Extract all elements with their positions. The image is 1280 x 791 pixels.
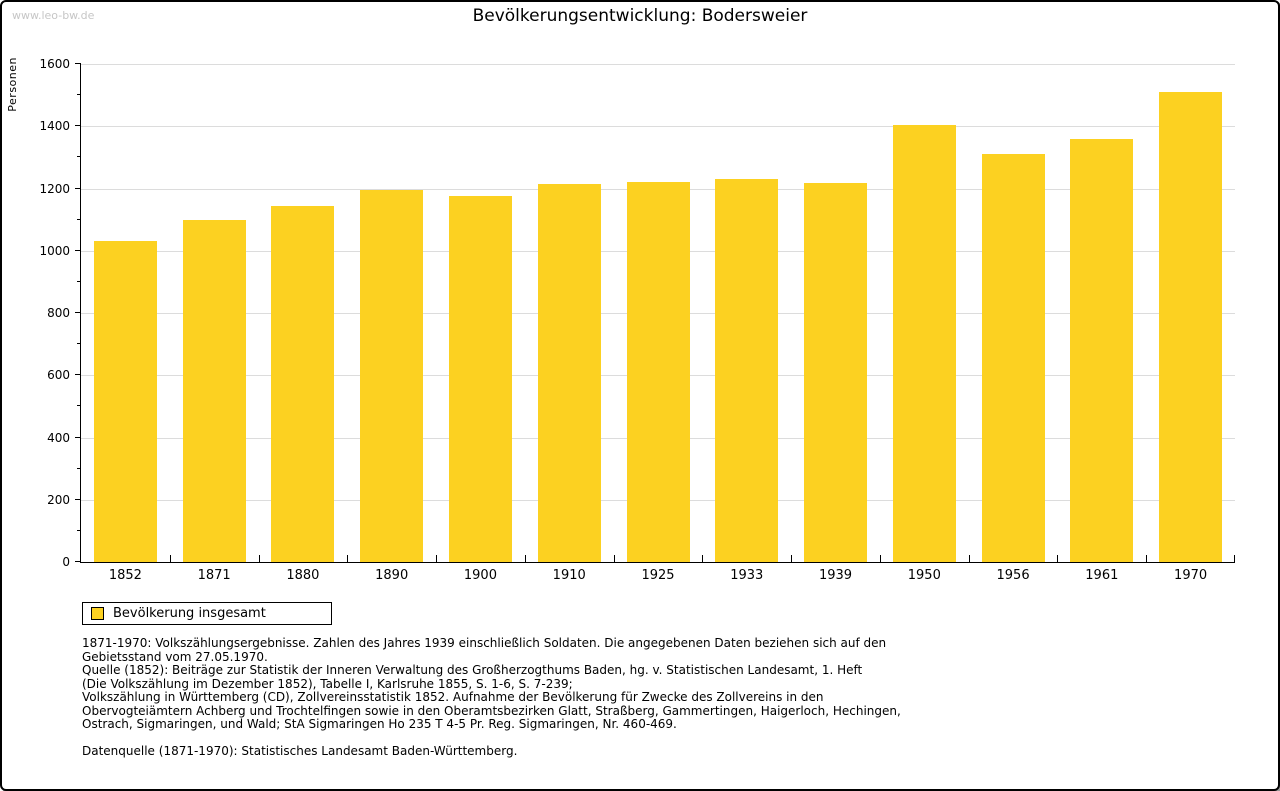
y-axis-label: 600 — [47, 368, 70, 383]
bar-1970 — [1159, 92, 1223, 562]
chart-title: Bevölkerungsentwicklung: Bodersweier — [472, 6, 808, 26]
bar-1939 — [804, 183, 868, 562]
y-axis-label: 200 — [47, 492, 70, 507]
y-axis-tick — [77, 343, 81, 345]
x-axis-tick — [524, 555, 526, 562]
bar-1852 — [93, 241, 157, 562]
footnote-line: Ostrach, Sigmaringen, und Wald; StA Sigm… — [82, 717, 677, 731]
y-axis-tick — [75, 561, 81, 562]
y-axis-label: 0 — [62, 555, 70, 569]
y-axis-label: 400 — [47, 430, 70, 445]
bar-1910 — [537, 184, 601, 562]
y-axis-tick — [77, 405, 81, 407]
y-axis-tick — [75, 249, 81, 251]
footnote-line: Volkszählung in Württemberg (CD), Zollve… — [82, 690, 824, 704]
y-axis-tick — [77, 94, 81, 96]
x-axis-tick — [791, 555, 793, 562]
footnote-line: 1871-1970: Volkszählungsergebnisse. Zahl… — [82, 636, 887, 650]
footnote-line: Gebietsstand vom 27.05.1970. — [82, 649, 268, 664]
y-axis-tick — [75, 498, 81, 500]
x-axis-label: 1890 — [375, 568, 409, 583]
x-axis-label: 1956 — [996, 568, 1030, 583]
bar-1890 — [360, 190, 424, 562]
y-axis-title: Personen — [6, 57, 19, 112]
footnote-line: (Die Volkszählung im Dezember 1852), Tab… — [82, 676, 573, 691]
datasource-line: Datenquelle (1871-1970): Statistisches L… — [82, 743, 518, 758]
bar-1871 — [182, 219, 246, 562]
x-axis-label: 1925 — [641, 568, 675, 583]
x-axis-label: 1880 — [286, 568, 320, 583]
bar-1961 — [1070, 138, 1134, 562]
legend-swatch-icon — [91, 607, 104, 620]
bar-1950 — [892, 124, 956, 562]
y-axis-tick — [77, 156, 81, 158]
watermark: www.leo-bw.de — [12, 9, 95, 22]
legend-label: Bevölkerung insgesamt — [113, 606, 266, 621]
y-axis-tick — [77, 529, 81, 531]
x-axis-tick — [1234, 555, 1235, 562]
y-axis-label: 800 — [47, 306, 70, 320]
x-axis-tick — [347, 555, 349, 562]
gridline — [81, 126, 1235, 128]
footnotes: 1871-1970: Volkszählungsergebnisse. Zahl… — [82, 636, 901, 758]
x-axis-label: 1871 — [197, 568, 231, 583]
footnote-line: Quelle (1852): Beiträge zur Statistik de… — [82, 663, 863, 677]
x-axis-tick — [436, 555, 438, 562]
y-axis-tick — [77, 280, 81, 282]
bar-1933 — [715, 178, 779, 562]
x-axis-tick — [879, 555, 881, 562]
y-axis-tick — [75, 374, 81, 376]
x-axis-label: 1950 — [907, 568, 941, 583]
y-axis-tick — [75, 125, 81, 127]
x-axis-tick — [1146, 555, 1148, 562]
gridline — [81, 64, 1235, 65]
x-axis-label: 1939 — [818, 568, 853, 583]
y-axis-label: 1600 — [39, 57, 70, 71]
footnote-line: Obervogteiämtern Achberg und Trochtelfin… — [82, 703, 901, 718]
x-axis-label: 1910 — [552, 568, 586, 583]
y-axis-tick — [75, 312, 81, 313]
x-axis-label: 1970 — [1174, 568, 1208, 583]
x-axis-tick — [258, 555, 260, 562]
x-axis-tick — [169, 555, 171, 562]
y-axis-label: 1400 — [39, 119, 70, 134]
x-axis-label: 1933 — [730, 568, 764, 583]
x-axis-tick — [613, 555, 615, 562]
x-axis-label: 1852 — [108, 568, 142, 583]
y-axis-tick — [77, 467, 81, 469]
bar-1956 — [981, 154, 1045, 562]
y-axis-tick — [75, 187, 81, 189]
bar-1900 — [448, 196, 512, 562]
y-axis-label: 1200 — [39, 181, 70, 196]
y-axis-tick — [77, 218, 81, 220]
x-axis-label: 1900 — [463, 568, 497, 583]
y-axis-tick — [75, 436, 81, 438]
plot-area: 0 200 400 600 800 1000 1200 1400 1600 1852 1871 188… — [39, 57, 1235, 583]
bar-1880 — [271, 205, 335, 562]
y-axis-tick — [75, 63, 81, 64]
x-axis-label: 1961 — [1085, 568, 1119, 583]
legend: Bevölkerung insgesamt — [82, 602, 332, 625]
x-axis-tick — [702, 555, 704, 562]
x-axis-tick — [1057, 555, 1059, 562]
x-axis-tick — [968, 555, 970, 562]
y-axis-label: 1000 — [39, 243, 70, 258]
bar-1925 — [626, 181, 690, 562]
